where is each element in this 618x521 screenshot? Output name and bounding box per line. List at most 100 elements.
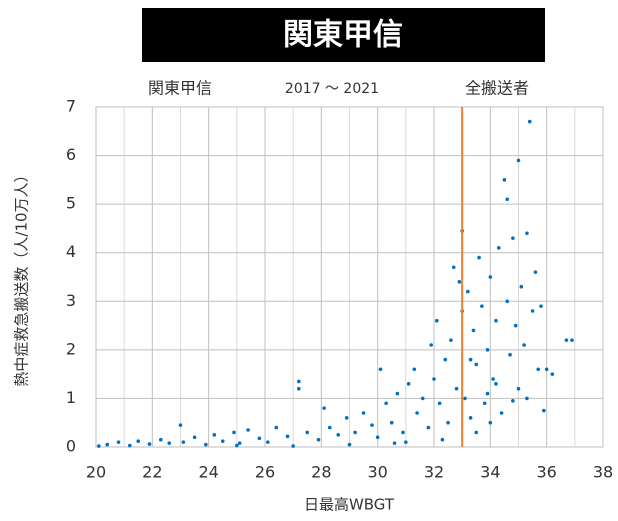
y-tick-label: 3: [66, 291, 76, 310]
point: [488, 420, 493, 425]
point: [474, 362, 479, 367]
x-tick-label: 30: [367, 463, 387, 482]
point: [519, 284, 524, 289]
point: [482, 401, 487, 406]
period-label: 2017 ～ 2021: [285, 81, 379, 97]
point: [285, 434, 290, 439]
point: [220, 439, 225, 443]
point: [440, 437, 445, 442]
point: [449, 338, 453, 342]
y-tick-label: 7: [66, 97, 76, 116]
point: [511, 399, 515, 403]
point: [527, 119, 532, 124]
point: [513, 323, 518, 328]
point: [415, 411, 419, 415]
point: [468, 357, 473, 362]
point: [435, 318, 439, 323]
point: [97, 444, 101, 448]
point: [429, 343, 433, 347]
point: [353, 430, 357, 435]
point: [525, 396, 529, 401]
point: [533, 270, 538, 274]
point: [466, 289, 470, 294]
point: [570, 338, 574, 342]
point: [246, 428, 250, 432]
point: [297, 386, 301, 391]
point: [178, 423, 183, 427]
x-tick-label: 28: [311, 463, 331, 482]
point: [158, 437, 163, 442]
point: [536, 367, 541, 372]
point: [212, 433, 217, 437]
x-tick-label: 36: [536, 463, 556, 482]
point: [406, 382, 411, 386]
point: [550, 372, 555, 376]
group-label: 全搬送者: [465, 79, 529, 98]
point: [204, 442, 208, 447]
point: [488, 275, 493, 279]
point: [181, 440, 186, 444]
point: [237, 441, 242, 445]
point: [491, 377, 495, 381]
point: [485, 391, 490, 396]
point: [136, 439, 141, 443]
point: [437, 401, 442, 406]
title-box: [142, 8, 545, 62]
point: [505, 299, 510, 304]
point: [420, 396, 425, 401]
x-tick-label: 20: [86, 463, 106, 482]
point: [516, 386, 521, 391]
x-tick-label: 38: [593, 463, 613, 482]
point: [128, 443, 132, 448]
point: [401, 430, 405, 435]
point: [525, 231, 529, 236]
point: [544, 367, 549, 372]
point: [471, 328, 476, 333]
x-tick-label: 24: [198, 463, 218, 482]
y-tick-label: 0: [66, 437, 76, 456]
point: [511, 236, 515, 240]
point: [392, 441, 397, 445]
point: [463, 396, 467, 401]
point: [457, 280, 462, 284]
chart-title: 関東甲信: [283, 18, 403, 53]
point: [539, 304, 543, 308]
point: [542, 408, 546, 413]
x-tick-label: 26: [255, 463, 275, 482]
point: [404, 440, 408, 444]
point: [235, 443, 239, 448]
point: [494, 318, 498, 323]
x-tick-label: 32: [424, 463, 444, 482]
point: [257, 436, 262, 441]
region-label: 関東甲信: [148, 79, 212, 98]
point: [530, 309, 535, 313]
point: [508, 352, 512, 357]
point: [412, 367, 417, 372]
point: [505, 197, 510, 202]
point: [485, 348, 490, 352]
point: [384, 401, 388, 406]
point: [232, 430, 236, 435]
point: [522, 343, 526, 347]
point: [564, 338, 569, 342]
point: [474, 430, 479, 435]
point: [480, 304, 484, 308]
point: [361, 411, 366, 415]
point: [322, 406, 326, 410]
point: [516, 158, 521, 163]
y-tick-label: 2: [66, 339, 76, 358]
point: [446, 420, 450, 425]
y-tick-label: 4: [66, 242, 76, 261]
point: [395, 391, 400, 396]
x-tick-label: 22: [142, 463, 162, 482]
y-tick-label: 1: [66, 388, 76, 407]
y-axis-label: 熱中症救急搬送数（人/10万人）: [13, 167, 31, 386]
point: [499, 411, 504, 415]
x-axis-label: 日最高WBGT: [304, 496, 395, 514]
point: [274, 425, 279, 430]
point: [167, 441, 172, 445]
point: [389, 420, 394, 425]
point: [116, 440, 121, 444]
y-tick-label: 6: [66, 145, 76, 164]
